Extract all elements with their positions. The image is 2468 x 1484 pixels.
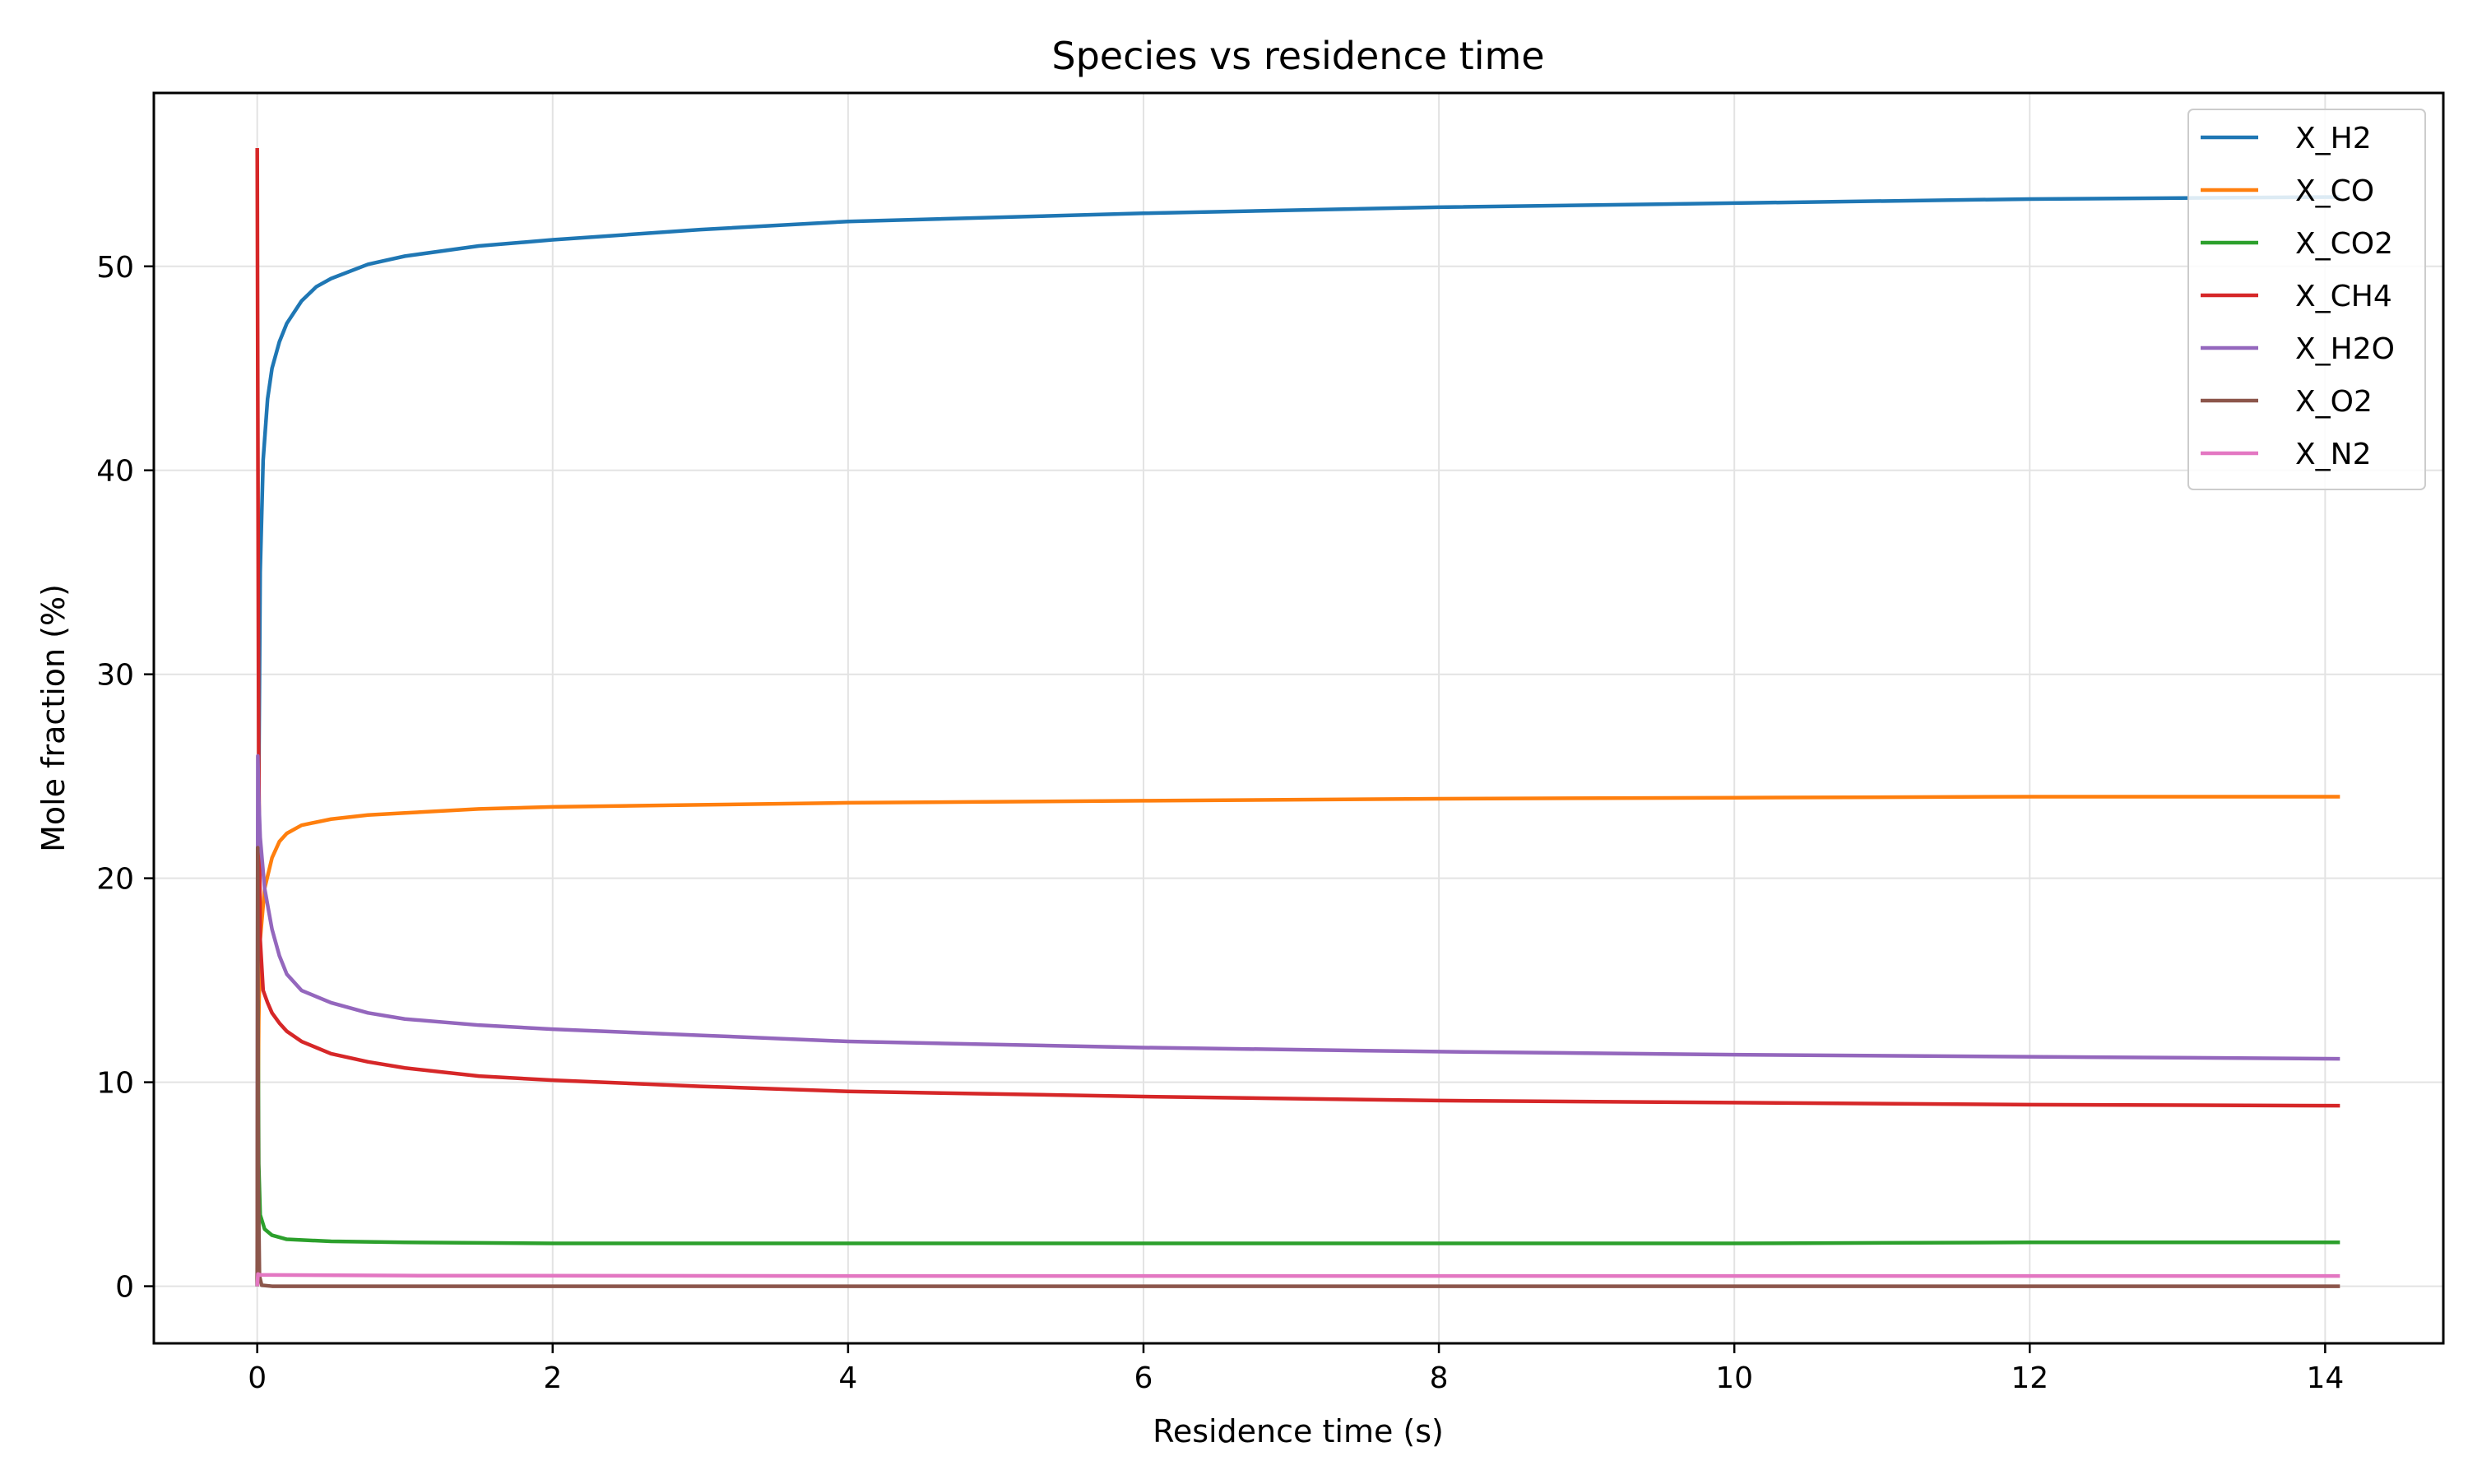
grid	[154, 93, 2443, 1343]
y-axis-label: Mole fraction (%)	[35, 584, 72, 852]
y-tick-label: 20	[96, 863, 134, 897]
y-tick-label: 10	[96, 1067, 134, 1101]
series-line-x-n2	[255, 1272, 2340, 1287]
chart-title: Species vs residence time	[1051, 34, 1544, 78]
axis-ticks: 0 2 4 6 8 10 12 14 0 10 20 30 40 50	[96, 251, 2344, 1395]
plot-frame	[152, 91, 2445, 1345]
legend-box	[2187, 109, 2426, 490]
legend-items: X_H2 X_CO X_CO2 X_CH4 X_H2O X_O2 X_N2	[2201, 122, 2395, 471]
x-tick-label: 14	[2306, 1361, 2344, 1395]
y-tick-label: 0	[115, 1271, 134, 1305]
legend-label-x-h2o: X_H2O	[2295, 332, 2395, 366]
series-lines	[255, 147, 2340, 1288]
x-tick-label: 2	[543, 1361, 562, 1395]
legend-label-x-co2: X_CO2	[2295, 227, 2393, 261]
legend-label-x-co: X_CO	[2295, 174, 2374, 208]
series-line-x-o2	[255, 846, 2340, 1288]
legend-label-x-n2: X_N2	[2295, 438, 2372, 471]
series-line-x-h2	[255, 195, 2340, 1287]
x-tick-label: 0	[248, 1361, 267, 1395]
x-tick-label: 10	[1715, 1361, 1753, 1395]
series-line-x-ch4	[255, 147, 2340, 1108]
x-tick-label: 6	[1134, 1361, 1153, 1395]
legend-label-x-h2: X_H2	[2295, 122, 2372, 155]
x-tick-label: 8	[1430, 1361, 1449, 1395]
y-tick-label: 50	[96, 251, 134, 285]
y-tick-label: 40	[96, 455, 134, 489]
x-tick-label: 12	[2011, 1361, 2048, 1395]
y-tick-label: 30	[96, 659, 134, 693]
legend: X_H2 X_CO X_CO2 X_CH4 X_H2O X_O2 X_N2	[2187, 109, 2426, 490]
x-axis-label: Residence time (s)	[1153, 1413, 1444, 1449]
series-line-x-h2o	[255, 754, 2340, 1287]
legend-label-x-o2: X_O2	[2295, 385, 2373, 419]
x-tick-label: 4	[838, 1361, 857, 1395]
legend-label-x-ch4: X_CH4	[2295, 280, 2392, 313]
